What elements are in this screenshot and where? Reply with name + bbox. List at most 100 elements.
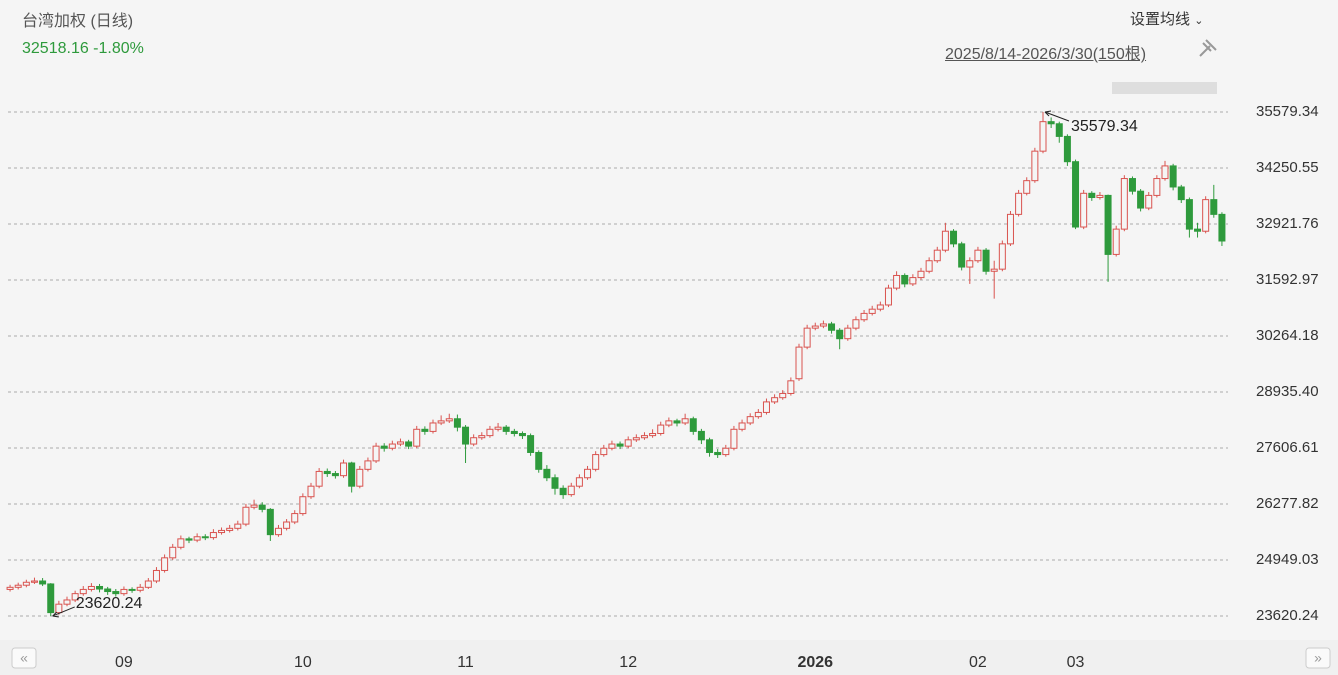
candle-body xyxy=(722,447,730,456)
candle-body xyxy=(1137,190,1145,209)
x-tick-label: 2026 xyxy=(797,654,833,671)
candle-body xyxy=(567,485,575,496)
candle-body xyxy=(714,451,722,456)
quote: 32518.16 -1.80% xyxy=(22,40,144,57)
candle-body xyxy=(673,420,681,424)
candle-body xyxy=(608,443,616,449)
y-tick-label: 32921.76 xyxy=(1256,215,1319,232)
candle-body xyxy=(787,380,795,394)
candle-body xyxy=(47,583,55,614)
candle-body xyxy=(234,523,242,529)
candle-body xyxy=(1104,194,1112,255)
min-arrow xyxy=(52,606,75,617)
instrument-name: 台湾加权 (日线) xyxy=(22,13,134,30)
scroll-left[interactable] xyxy=(11,647,37,669)
candle-body xyxy=(112,591,120,595)
candle-body xyxy=(250,504,258,508)
candle-body xyxy=(1047,121,1055,125)
candle-body xyxy=(1096,194,1104,199)
candle-body xyxy=(844,327,852,340)
candle-body xyxy=(982,249,990,272)
candle-body xyxy=(1006,213,1014,245)
candle-body xyxy=(584,468,592,479)
max-arrowhead xyxy=(1044,110,1052,117)
candle-body xyxy=(754,411,762,418)
candle-body xyxy=(185,538,193,541)
candle-body xyxy=(1055,123,1063,137)
candle-body xyxy=(63,599,71,605)
candle-body xyxy=(925,260,933,272)
candle-body xyxy=(437,420,445,424)
candle-body xyxy=(876,304,884,310)
candle-body xyxy=(551,477,559,489)
candle-body xyxy=(356,468,364,487)
y-tick-label: 31592.97 xyxy=(1256,271,1319,288)
candle-body xyxy=(421,428,429,432)
candle-body xyxy=(1080,192,1088,228)
candle-body xyxy=(941,230,949,251)
candle-body xyxy=(510,430,518,435)
candle-body xyxy=(1145,194,1153,209)
candle-body xyxy=(6,586,14,590)
candle-body xyxy=(169,546,177,559)
x-tick-label: 10 xyxy=(294,654,312,671)
candle-body xyxy=(136,586,144,591)
candle-body xyxy=(1169,165,1177,188)
candle-body xyxy=(266,508,274,536)
y-tick-label: 27606.61 xyxy=(1256,439,1319,456)
ma-setting[interactable]: 设置均线 ⌄ xyxy=(1130,11,1204,28)
candle-body xyxy=(771,397,779,403)
candle-body xyxy=(22,581,30,586)
candle-body xyxy=(706,439,714,453)
candle-body xyxy=(616,443,624,447)
candle-body xyxy=(950,230,958,245)
candle-body xyxy=(803,327,811,348)
candle-body xyxy=(730,428,738,449)
candle-body xyxy=(71,593,79,601)
date-range[interactable]: 2025/8/14-2026/3/30(150根) xyxy=(945,46,1147,63)
candle-body xyxy=(315,470,323,487)
candle-body xyxy=(1185,199,1193,230)
y-tick-label: 30264.18 xyxy=(1256,327,1319,344)
candle-body xyxy=(104,588,112,593)
candle-body xyxy=(819,323,827,327)
candle-body xyxy=(1088,192,1096,199)
candle-body xyxy=(559,487,567,496)
y-tick-label: 34250.55 xyxy=(1256,159,1319,176)
scroll-left-icon: « xyxy=(20,650,28,666)
candle-body xyxy=(96,585,104,590)
candle-body xyxy=(1177,186,1185,201)
candle-body xyxy=(307,485,315,498)
candle-body xyxy=(681,418,689,424)
candle-body xyxy=(30,580,38,583)
scroll-right[interactable] xyxy=(1305,647,1331,669)
candle-body xyxy=(1023,180,1031,194)
max-arrow xyxy=(1044,111,1070,122)
candle-body xyxy=(575,477,583,487)
candle-body xyxy=(87,585,95,590)
candle-body xyxy=(779,392,787,399)
candle-body xyxy=(746,416,754,424)
y-tick-label: 28935.40 xyxy=(1256,383,1319,400)
candle-body xyxy=(689,418,697,432)
candle-body xyxy=(1128,178,1136,192)
candle-body xyxy=(795,346,803,380)
candle-body xyxy=(649,433,657,437)
candle-body xyxy=(933,249,941,262)
candle-body xyxy=(1161,165,1169,180)
candle-body xyxy=(860,312,868,321)
candle-body xyxy=(120,588,128,595)
candle-body xyxy=(128,588,136,591)
candle-body xyxy=(55,603,63,614)
x-tick-label: 02 xyxy=(969,654,987,671)
candle-body xyxy=(39,580,47,585)
candle-body xyxy=(364,460,372,470)
candle-body xyxy=(161,557,169,571)
candle-body xyxy=(14,584,22,588)
candle-body xyxy=(380,445,388,449)
candle-body xyxy=(1120,178,1128,230)
candle-body xyxy=(868,308,876,314)
pin-icon[interactable] xyxy=(1199,39,1217,57)
y-tick-label: 35579.34 xyxy=(1256,103,1319,120)
